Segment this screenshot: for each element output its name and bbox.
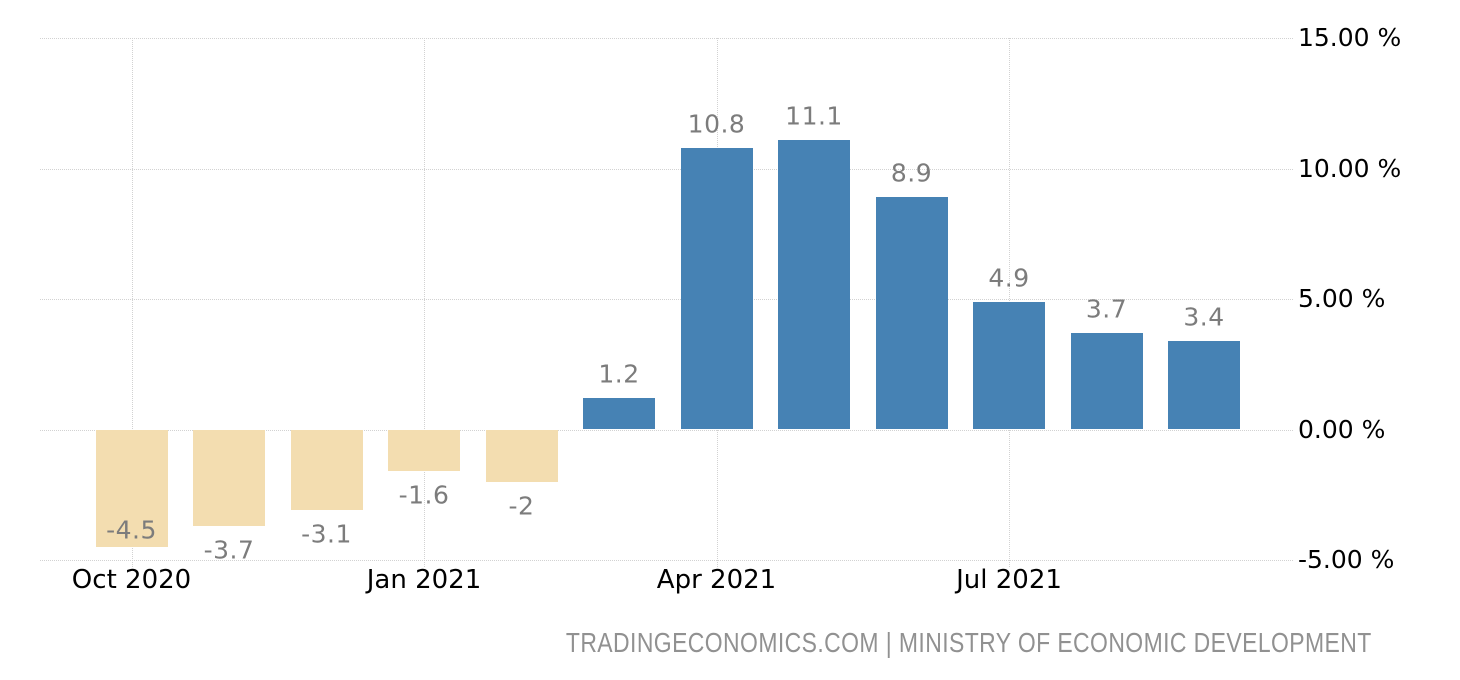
bar-value-label: 3.7 — [1085, 294, 1128, 324]
bar[interactable] — [388, 429, 460, 472]
bar-value-label: -4.5 — [106, 515, 157, 545]
y-tick-label: 15.00 % — [1298, 22, 1402, 52]
bar[interactable] — [875, 197, 948, 430]
bar[interactable] — [1070, 332, 1143, 430]
bar[interactable] — [583, 398, 655, 430]
x-tick-label: Oct 2020 — [71, 565, 192, 595]
bar[interactable] — [973, 301, 1045, 430]
bar[interactable] — [778, 139, 850, 430]
bar[interactable] — [290, 429, 363, 511]
x-tick-label: Apr 2021 — [656, 565, 777, 595]
v-gridline — [131, 38, 133, 567]
y-tick-label: 0.00 % — [1298, 414, 1386, 444]
bar-value-label: 10.8 — [687, 109, 746, 139]
bar-value-label: 3.4 — [1183, 302, 1225, 332]
bar[interactable] — [95, 429, 168, 547]
h-gridline — [40, 560, 1293, 561]
h-gridline — [40, 429, 1293, 431]
bar-value-label: -3.7 — [203, 535, 255, 565]
bar[interactable] — [1168, 340, 1240, 430]
v-gridline — [424, 38, 425, 567]
bar-value-label: -1.6 — [398, 480, 450, 510]
bar-value-label: 8.9 — [890, 158, 933, 188]
h-gridline — [40, 38, 1293, 39]
bar-value-label: 1.2 — [598, 359, 640, 389]
h-gridline — [40, 168, 1293, 170]
y-tick-label: 10.00 % — [1298, 153, 1402, 183]
bar-value-label: -3.1 — [301, 519, 352, 549]
x-tick-label: Jan 2021 — [366, 565, 482, 595]
bar[interactable] — [193, 429, 265, 527]
bar-value-label: -2 — [508, 491, 535, 521]
bar[interactable] — [485, 429, 558, 482]
source-attribution: TRADINGECONOMICS.COM | MINISTRY OF ECONO… — [566, 627, 1372, 658]
bar-value-label: 4.9 — [988, 263, 1030, 293]
bar-value-label: 11.1 — [785, 101, 843, 131]
x-tick-label: Jul 2021 — [956, 565, 1062, 595]
bar[interactable] — [680, 147, 753, 430]
y-tick-label: 5.00 % — [1298, 283, 1386, 313]
h-gridline — [40, 299, 1293, 300]
y-tick-label: -5.00 % — [1298, 544, 1395, 574]
